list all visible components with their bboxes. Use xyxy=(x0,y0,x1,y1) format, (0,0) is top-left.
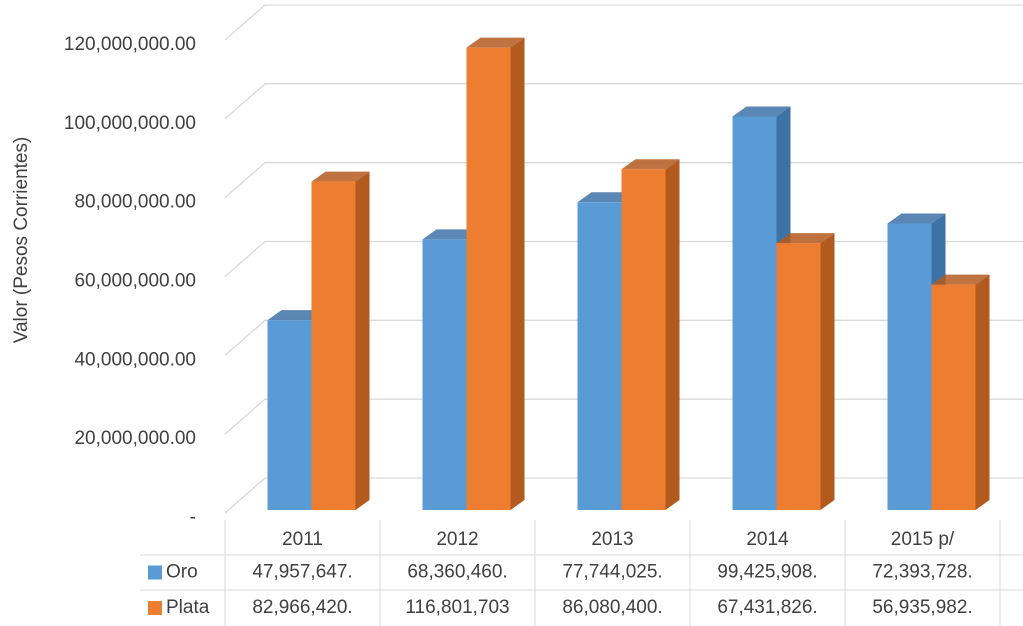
y-tick-label: 100,000,000.00 xyxy=(64,113,196,134)
legend-swatch xyxy=(148,566,162,580)
table-value: 56,935,982. xyxy=(872,597,972,618)
x-tick-label: 2015 p/ xyxy=(891,529,955,550)
table-value: 72,393,728. xyxy=(872,562,972,583)
x-tick-label: 2014 xyxy=(746,529,789,550)
y-axis-label: Valor (Pesos Corrientes) xyxy=(11,137,32,344)
bar xyxy=(622,169,666,510)
chart: Valor (Pesos Corrientes) - 20,000,000.00 4… xyxy=(0,0,1023,626)
table-value: 99,425,908. xyxy=(717,562,817,583)
bar xyxy=(888,223,932,510)
x-tick-label: 2012 xyxy=(436,529,478,550)
table-value: 82,966,420. xyxy=(252,597,352,618)
bar xyxy=(423,239,467,510)
bar-side xyxy=(356,172,370,510)
grid-line xyxy=(225,5,1023,40)
y-tick-label: 80,000,000.00 xyxy=(74,192,196,213)
y-tick-label: 20,000,000.00 xyxy=(74,428,196,449)
table-value: 67,431,826. xyxy=(717,597,817,618)
bar xyxy=(467,48,511,510)
bar xyxy=(578,202,622,510)
bar xyxy=(312,182,356,510)
table-value: 47,957,647. xyxy=(252,562,352,583)
bar xyxy=(268,320,312,510)
table-value: 68,360,460. xyxy=(407,562,507,583)
bar xyxy=(932,285,976,510)
legend-label: Oro xyxy=(166,562,198,583)
legend-label: Plata xyxy=(166,597,210,618)
grid-line xyxy=(225,84,1023,119)
bar xyxy=(777,243,821,510)
table-value: 77,744,025. xyxy=(562,562,662,583)
x-tick-label: 2013 xyxy=(591,529,633,550)
table-value: 86,080,400. xyxy=(562,597,662,618)
bar-side xyxy=(666,159,680,510)
y-tick-label: 60,000,000.00 xyxy=(74,271,196,292)
bar-side xyxy=(976,275,990,510)
bar xyxy=(733,116,777,510)
bar-side xyxy=(511,38,525,510)
bar-side xyxy=(821,233,835,510)
legend-swatch xyxy=(148,601,162,615)
y-tick-label: 120,000,000.00 xyxy=(64,34,196,55)
y-tick-label: - xyxy=(190,507,196,528)
table-value: 116,801,703 xyxy=(405,597,509,618)
x-tick-label: 2011 xyxy=(282,529,323,550)
y-tick-label: 40,000,000.00 xyxy=(74,349,196,370)
